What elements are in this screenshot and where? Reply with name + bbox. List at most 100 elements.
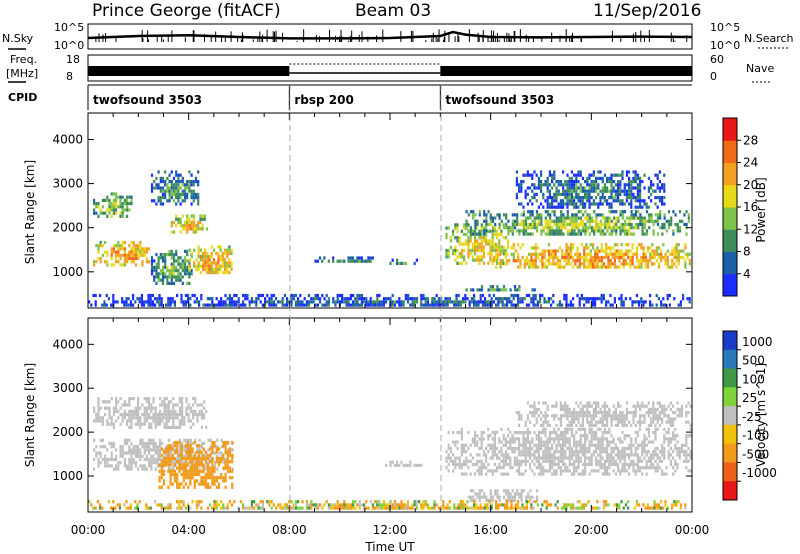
power-cell [445, 226, 448, 230]
velocity-cell [548, 440, 551, 444]
power-cell [582, 222, 585, 227]
velocity-cell [115, 400, 118, 404]
velocity-cell [588, 404, 591, 408]
velocity-cell [537, 450, 540, 454]
power-cell [515, 192, 518, 196]
velocity-cell [489, 456, 492, 460]
velocity-cell [478, 459, 481, 463]
power-cell [612, 186, 615, 190]
power-cell [629, 262, 632, 266]
power-cell [625, 183, 628, 187]
power-cell [533, 226, 536, 230]
power-cell [532, 297, 535, 301]
power-cell [665, 219, 668, 223]
power-cell [97, 256, 100, 261]
velocity-cell [447, 443, 450, 447]
power-cell [564, 196, 567, 200]
velocity-cell [132, 448, 135, 452]
power-cell [478, 255, 481, 259]
power-cell [177, 275, 180, 279]
velocity-cell [130, 454, 133, 458]
power-cell [639, 186, 642, 190]
power-cell [517, 297, 520, 301]
velocity-cell [551, 453, 554, 457]
power-cell [380, 300, 383, 304]
velocity-cell [128, 403, 131, 407]
velocity-cell [623, 446, 626, 451]
power-cell [180, 300, 183, 304]
velocity-cell [507, 434, 510, 438]
power-cell [493, 248, 496, 253]
velocity-cell [165, 397, 168, 401]
power-cell [596, 265, 599, 269]
power-cell [385, 300, 388, 304]
velocity-cell [513, 456, 516, 460]
power-cell [165, 303, 168, 307]
power-cell [587, 262, 590, 266]
power-cell [485, 216, 488, 220]
power-cell [549, 213, 552, 217]
power-cell [643, 202, 646, 206]
power-cell [365, 300, 368, 304]
velocity-cell [192, 397, 195, 401]
power-cell [532, 303, 535, 307]
power-cell [170, 170, 173, 174]
velocity-cell [551, 443, 554, 447]
velocity-cell [97, 406, 100, 410]
cpid-segment-label: twofsound 3503 [93, 93, 202, 107]
velocity-cell [224, 440, 227, 445]
power-cell [437, 303, 440, 307]
power-cell [600, 265, 603, 269]
velocity-cell [559, 434, 562, 438]
power-cell [539, 259, 542, 263]
power-cell [688, 259, 691, 263]
velocity-cell [454, 462, 457, 467]
power-cell [662, 297, 665, 301]
velocity-cell [106, 448, 109, 452]
power-cell [473, 303, 476, 307]
power-cell [112, 205, 115, 209]
power-cell [553, 192, 556, 196]
velocity-cell [511, 446, 514, 451]
velocity-cell [134, 416, 137, 420]
velocity-cell [595, 450, 598, 454]
velocity-cell [108, 422, 111, 426]
power-cell [456, 223, 459, 227]
velocity-cell [152, 400, 155, 404]
velocity-cell [608, 440, 611, 444]
velocity-cell [163, 403, 166, 407]
power-cell [602, 293, 605, 298]
power-cell [515, 183, 518, 187]
power-cell [584, 226, 587, 230]
power-cell [623, 189, 626, 193]
power-ylabel: Slant Range [km] [23, 160, 37, 264]
power-cell [578, 252, 581, 256]
power-cell [407, 297, 410, 301]
power-cell [566, 232, 569, 236]
power-cell [242, 303, 245, 307]
power-cell [177, 259, 180, 263]
power-cell [197, 227, 200, 231]
power-cell [633, 300, 636, 304]
velocity-cell [198, 409, 201, 413]
power-cell [172, 269, 176, 273]
velocity-cell [167, 467, 170, 471]
power-cell [121, 253, 124, 257]
power-cell [556, 255, 559, 260]
power-cell [664, 255, 667, 260]
power-cell [485, 226, 488, 230]
power-cell [172, 186, 176, 190]
power-cell [426, 297, 429, 301]
power-cell [523, 297, 526, 301]
power-cell [197, 202, 200, 206]
power-cell [594, 300, 597, 304]
velocity-cell [557, 427, 560, 431]
power-cell [292, 297, 295, 301]
velocity-cell [476, 462, 479, 467]
power-cell [244, 303, 247, 307]
power-cell [664, 303, 667, 307]
power-cell [360, 300, 363, 304]
power-cell [268, 297, 271, 301]
velocity-cell [595, 443, 598, 447]
power-cell [618, 297, 621, 301]
